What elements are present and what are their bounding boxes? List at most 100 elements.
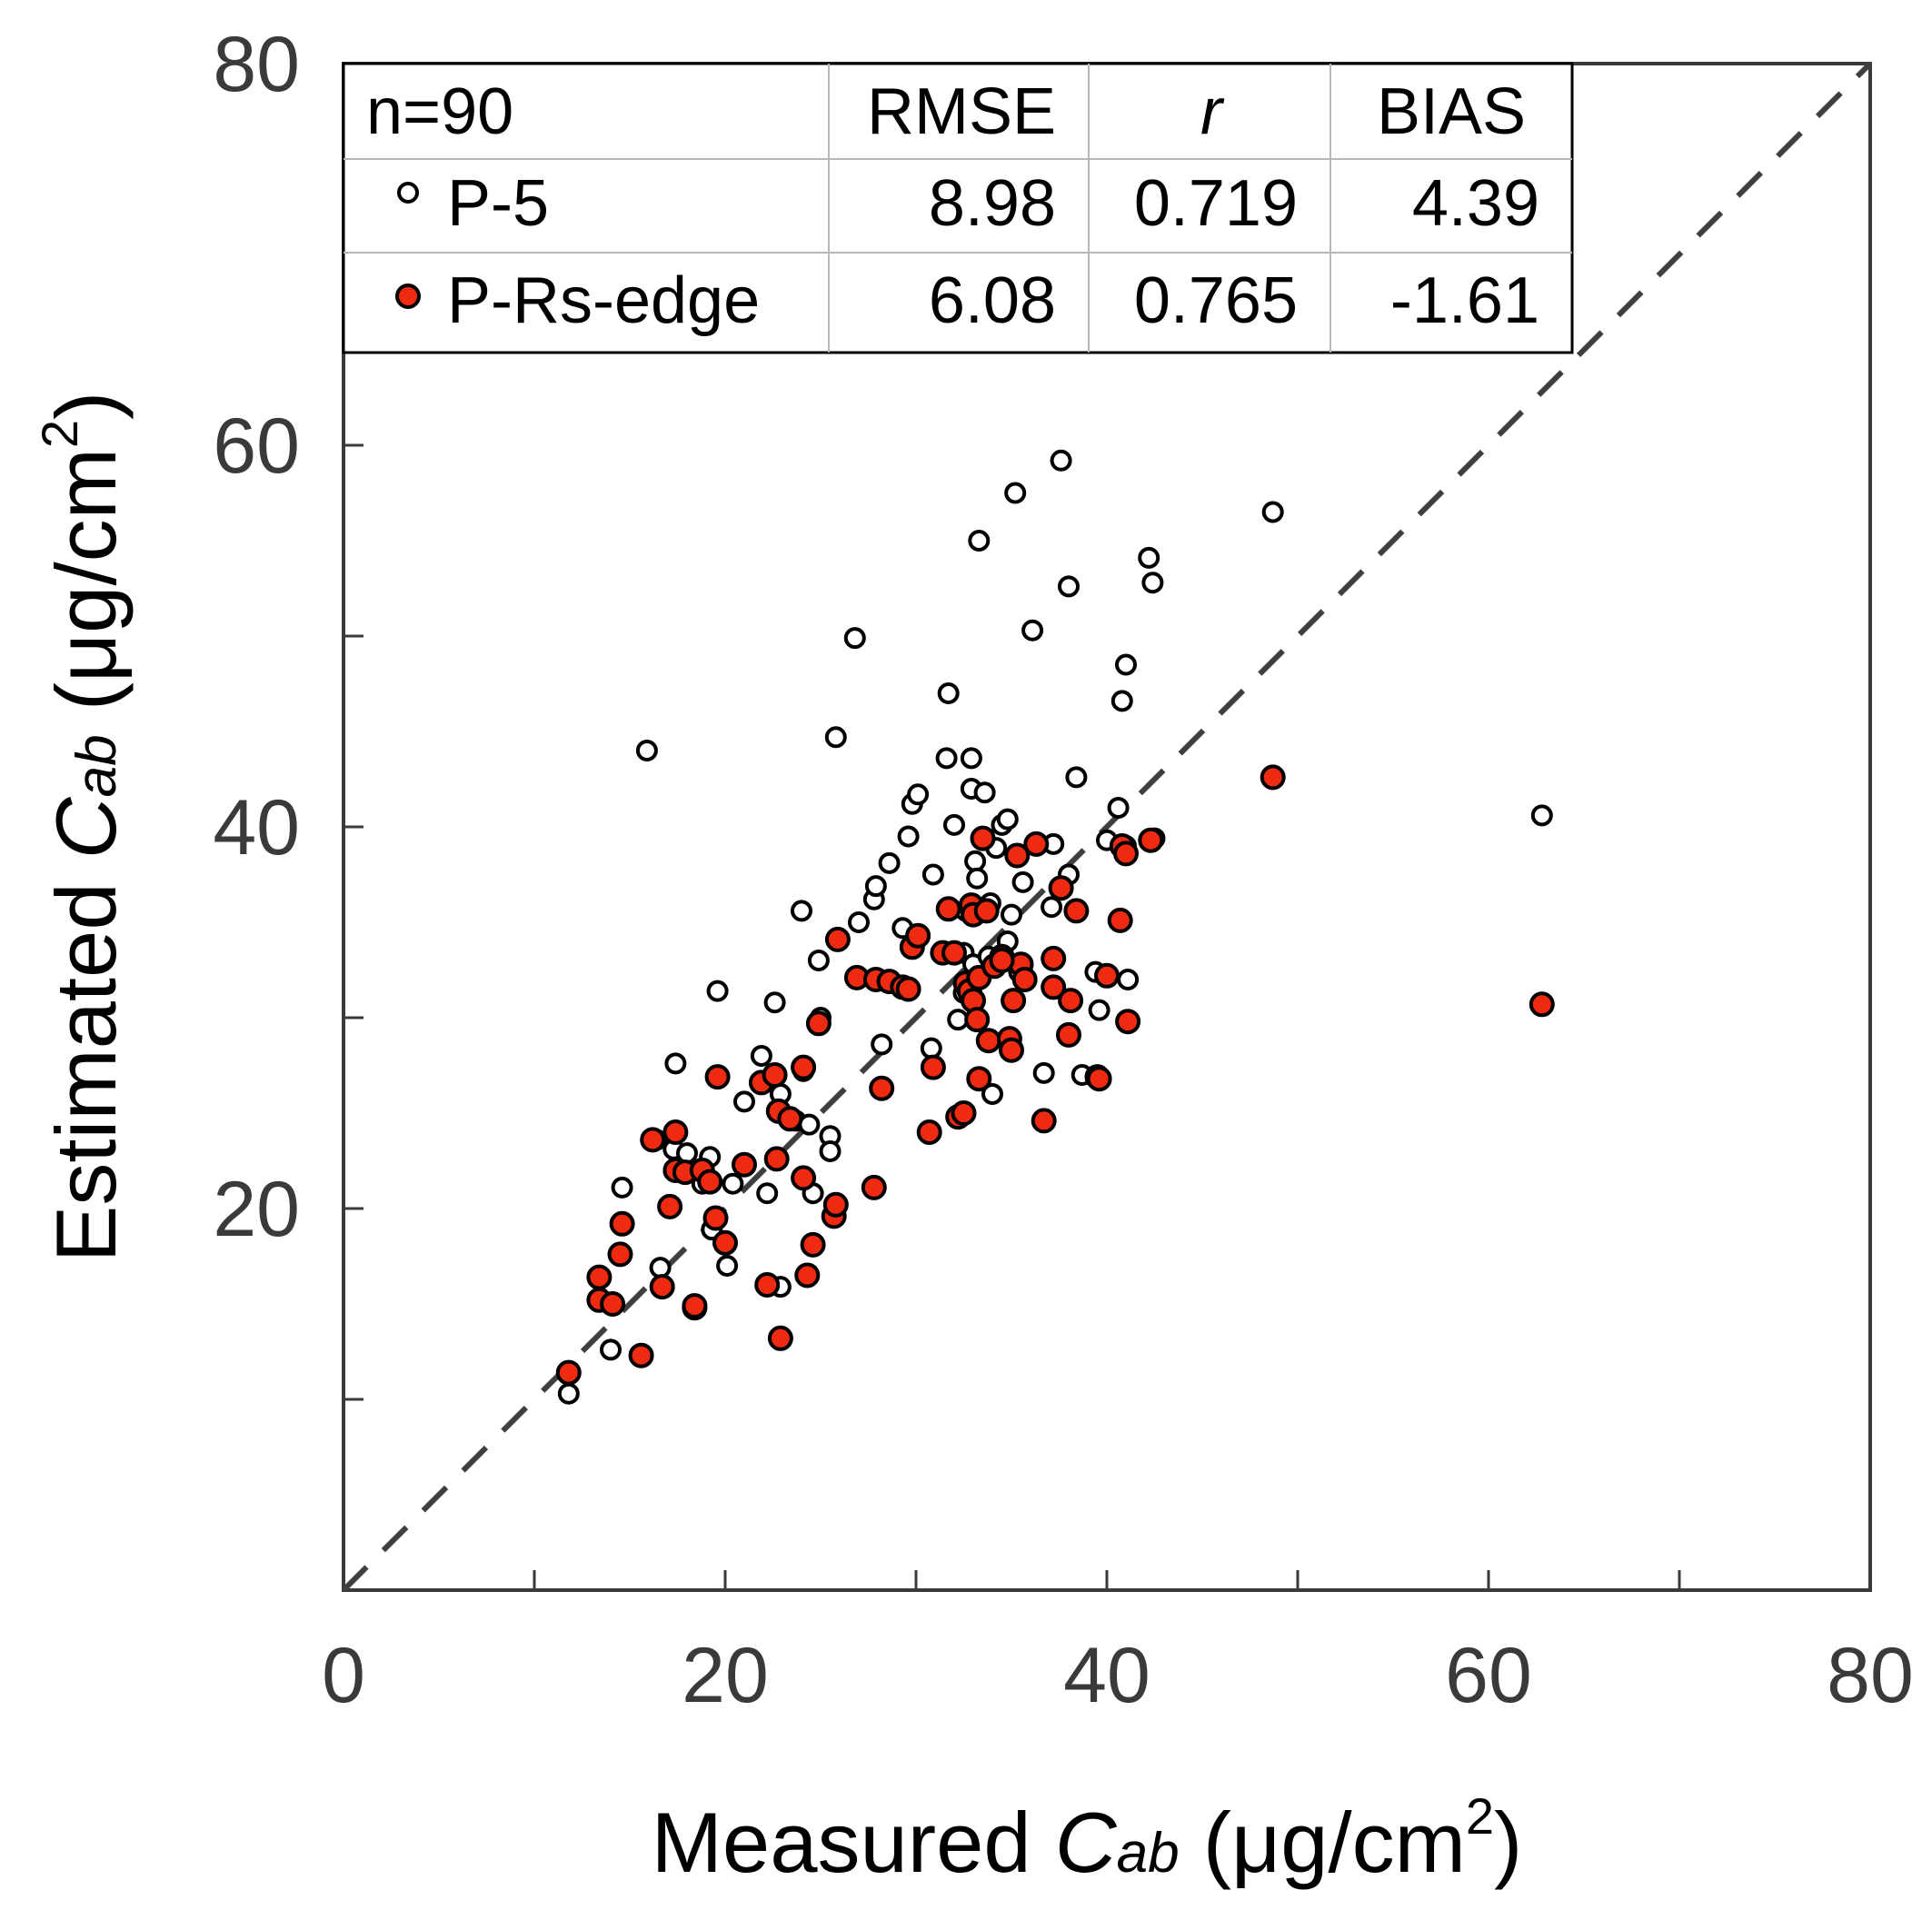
- stats-row-rmse: 6.08: [929, 264, 1056, 337]
- p-5-point: [1117, 969, 1140, 990]
- p-5-point: [968, 530, 991, 552]
- p-5-point: [635, 740, 658, 761]
- p-rs-edge-point: [702, 1205, 729, 1231]
- p-rs-edge-point: [975, 1028, 1001, 1054]
- p-5-point: [1001, 903, 1022, 926]
- p-5-point: [763, 991, 786, 1014]
- p-rs-edge-point: [822, 1191, 849, 1218]
- p-5-point: [1530, 804, 1553, 827]
- y-tick-label: 60: [213, 403, 300, 490]
- p-5-point: [1107, 797, 1130, 819]
- stats-header-bias: BIAS: [1377, 75, 1526, 148]
- p-5-point: [996, 808, 1019, 831]
- p-rs-edge-point: [791, 1165, 817, 1191]
- p-rs-edge-point: [704, 1064, 731, 1090]
- stats-row-rmse: 8.98: [929, 167, 1056, 240]
- p-5-point: [1041, 896, 1063, 919]
- p-5-point: [973, 781, 996, 804]
- p-rs-edge-point: [600, 1291, 626, 1317]
- p-rs-edge-point: [895, 976, 921, 1002]
- stats-header-rmse: RMSE: [867, 75, 1056, 148]
- p-rs-edge-point: [1063, 898, 1090, 924]
- p-rs-edge-point: [777, 1106, 803, 1132]
- p-5-point: [706, 980, 729, 1002]
- y-tick-label: 20: [213, 1166, 300, 1253]
- x-axis-title-sub: ab: [1117, 1822, 1180, 1885]
- p-5-point: [1011, 870, 1034, 893]
- p-5-point: [935, 747, 958, 770]
- p-5-point: [1141, 572, 1164, 594]
- p-rs-edge-point: [905, 922, 931, 949]
- legend-open-circle-marker: [397, 182, 419, 204]
- x-axis-title: Measured Cab (μg/cm2): [652, 1787, 1523, 1890]
- p-rs-edge-point: [586, 1264, 612, 1290]
- p-rs-edge-point: [1260, 764, 1286, 791]
- p-5-point: [807, 950, 830, 971]
- y-axis-title-var: C: [38, 796, 134, 859]
- p-rs-edge-point: [1011, 967, 1038, 992]
- y-tick-label: 40: [213, 784, 300, 871]
- p-5-point: [750, 1045, 772, 1067]
- p-rs-edge-point: [1138, 827, 1164, 853]
- p-5-point: [716, 1255, 739, 1277]
- p-rs-edge-point: [824, 926, 851, 952]
- p-5-point: [921, 863, 944, 886]
- p-rs-edge-point: [989, 948, 1015, 973]
- p-rs-edge-point: [640, 1127, 666, 1153]
- p-rs-edge-point: [1058, 988, 1084, 1014]
- p-rs-edge-point: [1094, 962, 1120, 989]
- p-rs-edge-point: [763, 1146, 790, 1172]
- p-5-point: [1004, 482, 1027, 504]
- y-axis-title: Estimated Cab (μg/cm2): [31, 392, 134, 1263]
- p-rs-edge-point: [1041, 945, 1067, 971]
- p-5-point: [1115, 653, 1137, 676]
- p-rs-edge-point: [1113, 841, 1139, 867]
- p-rs-edge-point: [964, 1007, 991, 1033]
- p-5-point: [1032, 1061, 1055, 1084]
- p-rs-edge-point: [916, 1119, 942, 1145]
- x-axis-title-close: ): [1494, 1795, 1522, 1890]
- p-rs-edge-point: [732, 1151, 757, 1178]
- x-axis-title-var: C: [1055, 1795, 1118, 1890]
- p-5-point: [981, 1083, 1003, 1105]
- p-5-point: [871, 1033, 893, 1056]
- y-axis-title-unit: (μg/cm: [38, 448, 134, 734]
- y-axis-title-close: ): [38, 392, 134, 420]
- p-5-point: [1110, 690, 1133, 712]
- p-5-point: [1050, 449, 1072, 472]
- p-5-point: [798, 1113, 821, 1136]
- p-5-point: [722, 1172, 744, 1195]
- y-tick-label: 80: [213, 21, 300, 108]
- p-5-point: [600, 1338, 622, 1361]
- p-5-point: [1021, 619, 1044, 642]
- p-5-point: [824, 726, 847, 749]
- y-axis-title-prefix: Estimated: [38, 859, 134, 1262]
- p-rs-edge-point: [1048, 875, 1074, 901]
- axis-ticks: [344, 253, 1681, 1590]
- p-rs-edge-point: [966, 1066, 992, 1092]
- series-p-5-points: [557, 449, 1553, 1405]
- p-5-point: [791, 900, 812, 922]
- p-rs-edge-point: [555, 1359, 582, 1386]
- axis-tick-labels: 0 20 40 60 80 20 40 60 80: [213, 21, 1914, 1719]
- stats-header-n: n=90: [366, 75, 513, 148]
- p-5-point: [878, 851, 901, 874]
- p-rs-edge-point: [762, 1062, 788, 1088]
- p-rs-edge-point: [1041, 974, 1067, 1000]
- p-rs-edge-point: [791, 1054, 817, 1080]
- p-rs-edge-point: [800, 1231, 826, 1258]
- one-to-one-reference-line: [341, 61, 1873, 1593]
- p-5-point: [1138, 546, 1160, 569]
- y-axis-title-sub: ab: [65, 734, 128, 797]
- p-rs-edge-point: [1001, 988, 1027, 1014]
- stats-header-r: r: [1200, 75, 1225, 148]
- p-rs-edge-point: [609, 1210, 635, 1237]
- stats-row-r: 0.719: [1134, 167, 1298, 240]
- p-5-point: [1065, 766, 1088, 789]
- p-5-point: [937, 682, 960, 704]
- p-5-point: [960, 747, 982, 770]
- p-5-point: [1088, 999, 1110, 1021]
- x-axis-title-sup: 2: [1466, 1787, 1494, 1845]
- x-tick-label: 80: [1827, 1632, 1914, 1719]
